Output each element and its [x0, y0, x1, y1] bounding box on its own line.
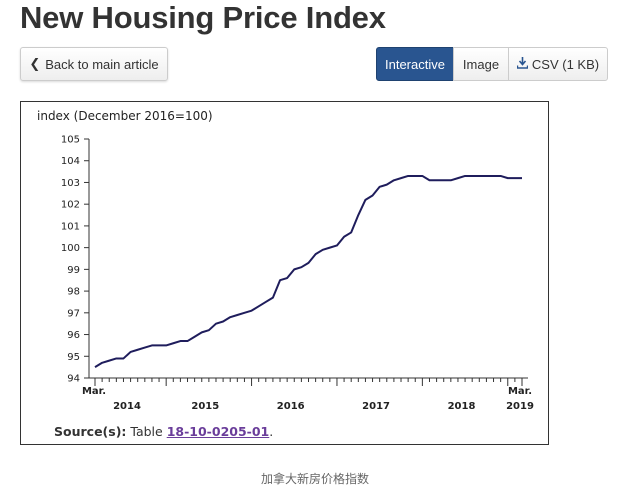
y-tick-label-100: 100 [61, 243, 80, 254]
page-title: New Housing Price Index [20, 0, 386, 35]
x-year-label-2019: 2019 [506, 401, 534, 412]
x-year-label-2016: 2016 [277, 401, 305, 412]
download-icon [516, 56, 529, 72]
y-axis-label: index (December 2016=100) [37, 109, 213, 123]
x-year-label-2018: 2018 [448, 401, 476, 412]
x-start-month-label: Mar. [82, 386, 106, 397]
x-end-month-label: Mar. [508, 386, 532, 397]
chevron-left-icon: ❮ [29, 56, 41, 71]
source-label: Source(s): [54, 424, 127, 439]
y-tick-label-94: 94 [67, 374, 80, 385]
tab-image[interactable]: Image [453, 47, 509, 81]
source-note: Source(s): Table 18-10-0205-01. [54, 424, 273, 439]
y-tick-label-103: 103 [61, 178, 80, 189]
y-tick-label-97: 97 [67, 308, 80, 319]
y-tick-label-104: 104 [61, 156, 80, 167]
y-tick-label-98: 98 [67, 287, 80, 298]
tab-interactive-label: Interactive [385, 56, 445, 72]
tab-csv[interactable]: CSV (1 KB) [508, 47, 608, 81]
chart-frame: index (December 2016=100) 94 95 96 97 98 99 10… [20, 101, 549, 445]
price-index-chart: 94 95 96 97 98 99 100 101 102 103 104 105 Mar. Mar. 20… [61, 135, 534, 413]
series-line [94, 174, 522, 368]
tab-image-label: Image [462, 56, 500, 72]
y-tick-label-101: 101 [61, 221, 80, 232]
source-prefix: Table [130, 424, 167, 439]
back-to-main-article-button[interactable]: ❮ Back to main article [20, 47, 168, 81]
tab-interactive[interactable]: Interactive [376, 47, 454, 81]
y-tick-label-99: 99 [67, 265, 80, 276]
y-tick-label-105: 105 [61, 135, 80, 146]
x-year-label-2014: 2014 [113, 401, 141, 412]
source-table-link[interactable]: 18-10-0205-01 [166, 424, 270, 439]
x-year-label-2015: 2015 [191, 401, 219, 412]
y-tick-label-95: 95 [67, 352, 80, 363]
back-button-label: Back to main article [45, 56, 159, 72]
x-year-label-2017: 2017 [362, 401, 390, 412]
image-caption: 加拿大新房价格指数 [260, 472, 369, 486]
source-suffix: . [269, 424, 274, 439]
y-tick-label-102: 102 [61, 200, 80, 211]
tab-csv-label: CSV (1 KB) [531, 56, 600, 72]
y-tick-label-96: 96 [67, 330, 80, 341]
